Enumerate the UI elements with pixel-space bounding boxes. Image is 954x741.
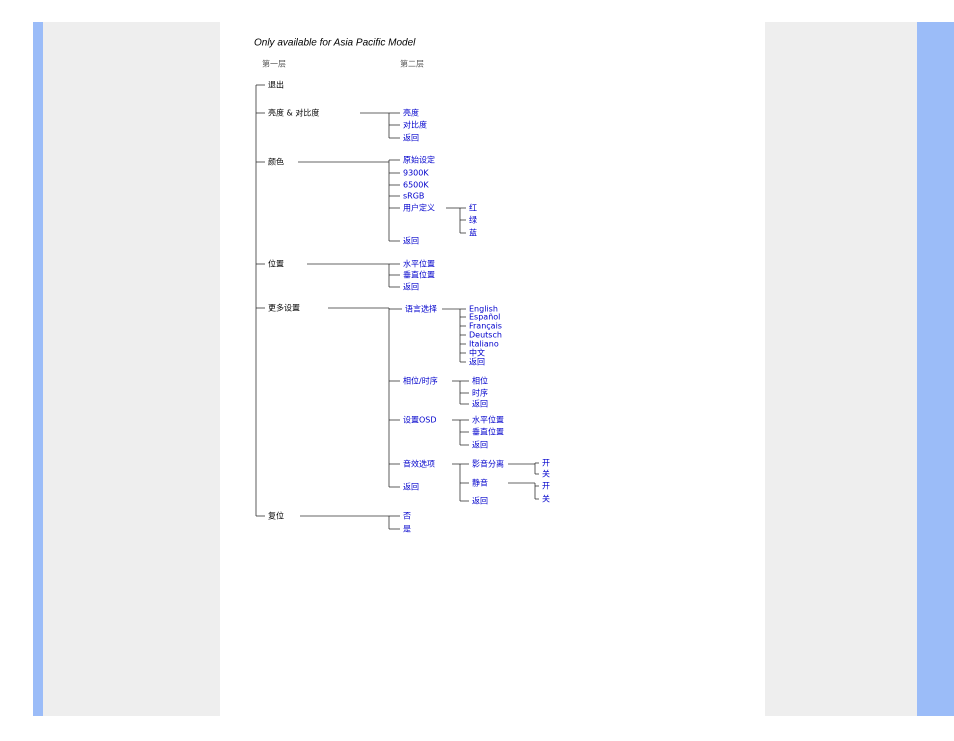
menu-item: 语言选择 [405, 304, 437, 314]
menu-item: 颜色 [268, 157, 284, 167]
menu-item: 对比度 [403, 120, 427, 130]
menu-item: 亮度 & 对比度 [268, 108, 319, 118]
menu-item: 返回 [403, 283, 419, 292]
menu-item: 垂直位置 [472, 427, 504, 437]
menu-item: 红 [469, 203, 477, 213]
menu-item: Español [469, 313, 500, 322]
menu-item: 否 [403, 512, 411, 521]
menu-item: 开 [542, 482, 550, 491]
menu-item: Deutsch [469, 331, 502, 340]
menu-item: 返回 [472, 497, 488, 506]
menu-item: 相位/时序 [403, 376, 438, 386]
menu-item: 水平位置 [472, 415, 504, 425]
menu-item: 复位 [268, 511, 284, 521]
menu-item: 返回 [403, 483, 419, 492]
menu-item: 关 [542, 494, 550, 504]
left-panel [43, 22, 220, 716]
menu-item: 影音分离 [472, 459, 504, 469]
menu-item: 6500K [403, 181, 429, 190]
title: Only available for Asia Pacific Model [254, 38, 416, 49]
menu-item: 中文 [469, 348, 485, 358]
menu-item: 退出 [268, 80, 284, 90]
menu-item: 绿 [469, 216, 477, 225]
menu-item: 返回 [403, 237, 419, 246]
menu-item: 开 [542, 459, 550, 468]
header: 第二层 [400, 59, 424, 69]
menu-item: 位置 [268, 259, 284, 269]
menu-item: 蓝 [469, 228, 477, 238]
menu-item: 返回 [403, 134, 419, 143]
menu-item: 相位 [472, 376, 488, 386]
menu-item: 更多设置 [268, 303, 300, 313]
menu-item: 音效选项 [403, 459, 435, 469]
menu-item: English [469, 305, 498, 314]
menu-item: 设置OSD [403, 415, 437, 425]
menu-item: 返回 [472, 400, 488, 409]
menu-item: 水平位置 [403, 259, 435, 269]
menu-item: 静音 [472, 478, 488, 488]
menu-item: 亮度 [403, 108, 419, 118]
menu-item: 关 [542, 469, 550, 479]
header: 第一层 [262, 59, 286, 69]
menu-item: sRGB [403, 192, 424, 201]
menu-item: 时序 [472, 388, 488, 398]
menu-item: 垂直位置 [403, 270, 435, 280]
menu-item: 原始设定 [403, 155, 435, 165]
menu-item: 是 [403, 525, 411, 534]
menu-item: 9300K [403, 169, 429, 178]
menu-item: 返回 [469, 358, 485, 367]
menu-item: Français [469, 322, 502, 331]
right-panel [765, 22, 917, 716]
left-bar [33, 22, 43, 716]
menu-item: 返回 [472, 441, 488, 450]
menu-item: Italiano [469, 340, 499, 349]
right-bar [917, 22, 954, 716]
menu-item: 用户定义 [403, 203, 435, 213]
